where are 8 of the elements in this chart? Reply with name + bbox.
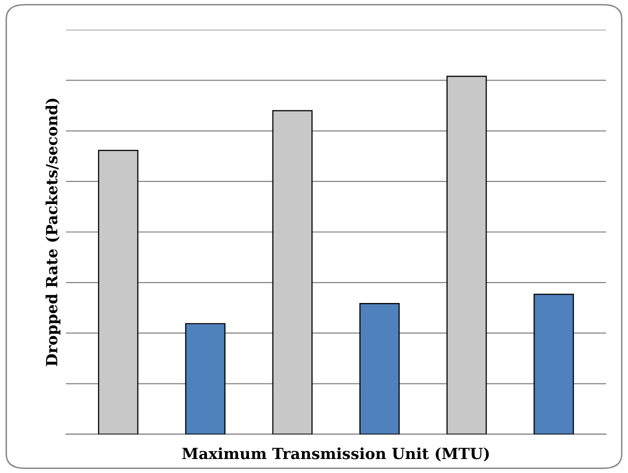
bar: [98, 150, 138, 434]
bar: [446, 76, 487, 434]
bar: [534, 294, 574, 434]
bar: [359, 303, 400, 434]
x-axis-title: Maximum Transmission Unit (MTU): [182, 447, 489, 462]
bar: [185, 323, 226, 434]
y-axis-title: Dropped Rate (Packets/second): [46, 98, 60, 366]
bar: [272, 110, 313, 434]
